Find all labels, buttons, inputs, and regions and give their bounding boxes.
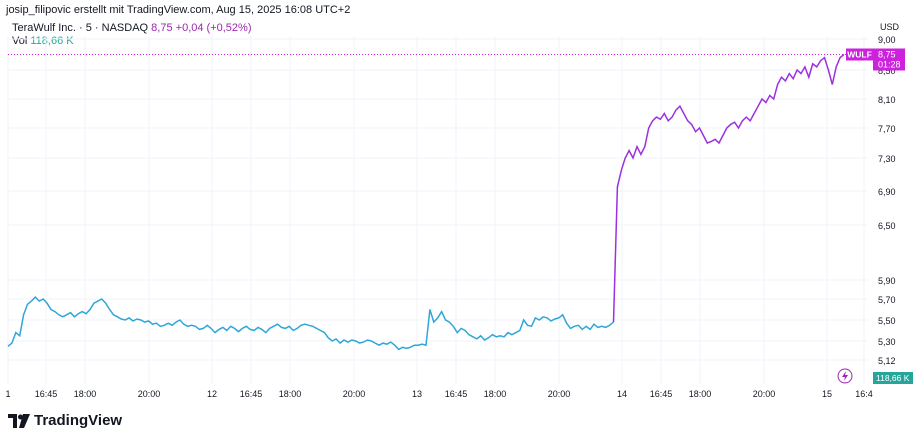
y-tick-label: 5,70 [878,295,896,305]
y-tick-label: 5,50 [878,316,896,326]
lightning-icon-ring [837,368,853,384]
x-tick-label: 16:45 [445,389,468,399]
x-tick-label: 20:00 [753,389,776,399]
x-tick-label: 16:45 [240,389,263,399]
price-line-segment-before [7,296,614,351]
x-tick-label: 20:00 [138,389,161,399]
x-tick-label: 16:45 [650,389,673,399]
x-tick-label: 15 [822,389,832,399]
price-badge-value: 8,75 [878,50,896,60]
ticker-badge-label: WULF [847,50,872,60]
volume-label[interactable]: Vol [12,35,28,47]
y-tick-label: 8,10 [878,95,896,105]
x-tick-label: 18:00 [279,389,302,399]
tradingview-logo-icon [8,413,30,428]
x-tick-label: 16:4 [855,389,873,399]
price-line [7,53,846,351]
volume-badge-value: 118,66 K [876,373,910,383]
x-tick-label: 13 [412,389,422,399]
y-tick-label: 5,30 [878,337,896,347]
lightning-icon[interactable] [837,368,853,384]
chart-author-line: josip_filipovic erstellt mit TradingView… [6,4,351,16]
x-tick-label: 16:45 [35,389,58,399]
x-tick-label: 14 [617,389,627,399]
y-tick-label: 9,00 [878,35,896,45]
volume-row: Vol 118,66 K [12,35,252,48]
ticker-badge [846,48,873,61]
countdown-timer: 01:28 [878,60,901,70]
x-tick-label: 1 [5,389,10,399]
x-tick-label: 12 [207,389,217,399]
price-line-segment-after [612,53,845,323]
symbol-description[interactable]: TeraWulf Inc. · 5 · NASDAQ [12,22,149,34]
y-tick-label: 5,12 [878,356,896,366]
tradingview-brand[interactable]: TradingView [8,412,122,429]
y-tick-label: 5,90 [878,276,896,286]
y-tick-label: 7,30 [878,154,896,164]
brand-name: TradingView [34,412,123,429]
x-tick-label: 20:00 [343,389,366,399]
chart-legend: TeraWulf Inc. · 5 · NASDAQ 8,75 +0,04 (+… [12,22,252,48]
last-price: 8,75 [151,22,173,34]
currency-label: USD [880,22,900,32]
y-tick-label: 7,70 [878,124,896,134]
lightning-icon-bolt [842,371,848,381]
volume-badge [873,372,913,384]
x-tick-label: 20:00 [548,389,571,399]
axes: 9,00 8,50 8,10 7,70 7,30 6,90 6,50 5,90 5,70 5,50… [5,22,899,399]
y-tick-label: 6,90 [878,187,896,197]
price-badge [873,48,905,71]
y-tick-label: 8,50 [878,66,896,76]
x-tick-label: 18:00 [484,389,507,399]
x-tick-label: 18:00 [689,389,712,399]
symbol-row: TeraWulf Inc. · 5 · NASDAQ 8,75 +0,04 (+… [12,22,252,35]
grid-lines [7,36,868,384]
volume-value: 118,66 K [30,35,74,47]
price-change: +0,04 (+0,52%) [175,22,252,34]
x-tick-label: 18:00 [74,389,97,399]
y-tick-label: 6,50 [878,221,896,231]
